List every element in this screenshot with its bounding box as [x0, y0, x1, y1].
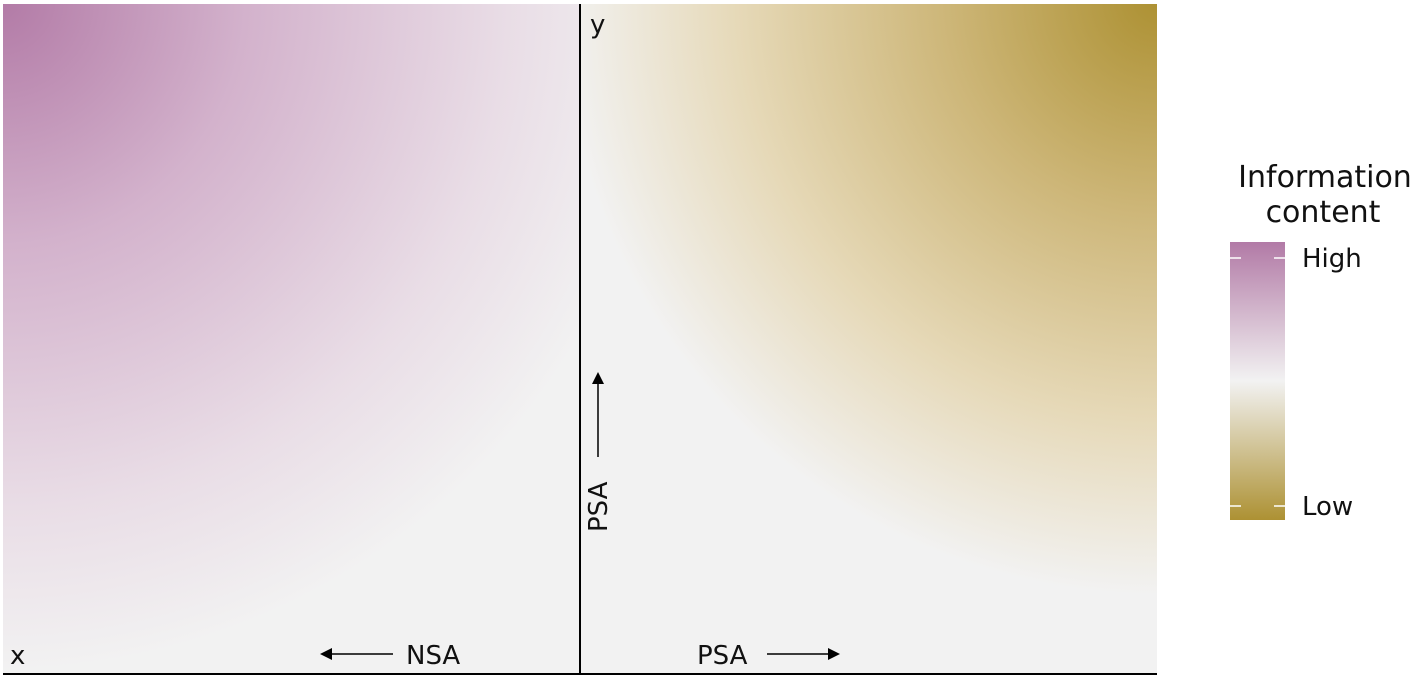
nsa-panel	[3, 4, 580, 674]
nsa-arrowhead	[320, 648, 332, 660]
nsa-label: NSA	[406, 641, 460, 671]
y-axis-label: y	[590, 10, 605, 40]
x-axis-label: x	[10, 641, 25, 671]
legend: Information content High Low	[1230, 160, 1412, 522]
legend-title-line2: content	[1266, 195, 1381, 230]
legend-color-bar	[1230, 242, 1285, 520]
psa-vertical-arrowhead	[592, 372, 604, 384]
legend-low-label: Low	[1302, 492, 1353, 522]
psa-panel	[580, 4, 1157, 674]
psa-horizontal-label: PSA	[697, 641, 748, 671]
legend-title-line1: Information	[1238, 160, 1412, 195]
psa-horizontal-arrowhead	[828, 648, 840, 660]
psa-vertical-label: PSA	[584, 481, 614, 532]
legend-high-label: High	[1302, 244, 1362, 274]
